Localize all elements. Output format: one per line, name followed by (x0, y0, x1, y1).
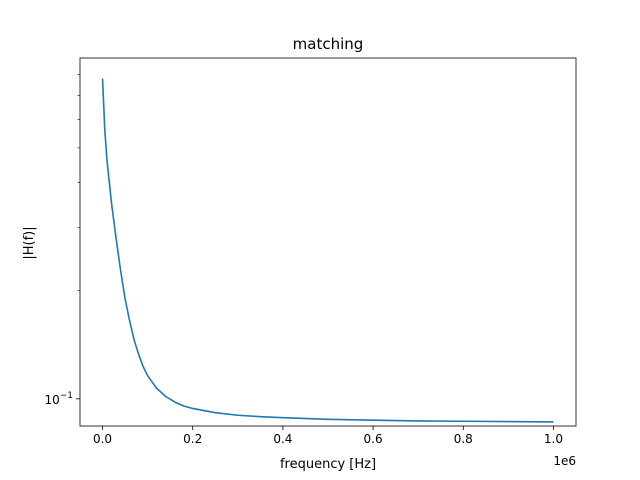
y-tick-label: 10−1 (44, 391, 73, 407)
plot-area: 0.0 0.2 0.4 0.6 0.8 1.0 10−1 (44, 57, 577, 446)
y-tick-label-base: 10 (44, 393, 59, 407)
x-tick-label: 0.2 (183, 432, 202, 446)
x-offset-label: 1e6 (553, 454, 576, 468)
y-tick-label-exponent: −1 (60, 391, 73, 401)
x-axis-label: frequency [Hz] (280, 457, 376, 472)
x-tick-label: 0.0 (93, 432, 112, 446)
x-tick-label: 0.4 (273, 432, 292, 446)
axes-frame (79, 57, 577, 427)
series-line-0 (101, 78, 554, 423)
y-axis-label: |H(f)| (22, 226, 37, 259)
x-tick-label: 0.6 (364, 432, 383, 446)
chart-title: matching (293, 35, 364, 53)
x-tick-label: 0.8 (454, 432, 473, 446)
x-tick-label: 1.0 (544, 432, 563, 446)
